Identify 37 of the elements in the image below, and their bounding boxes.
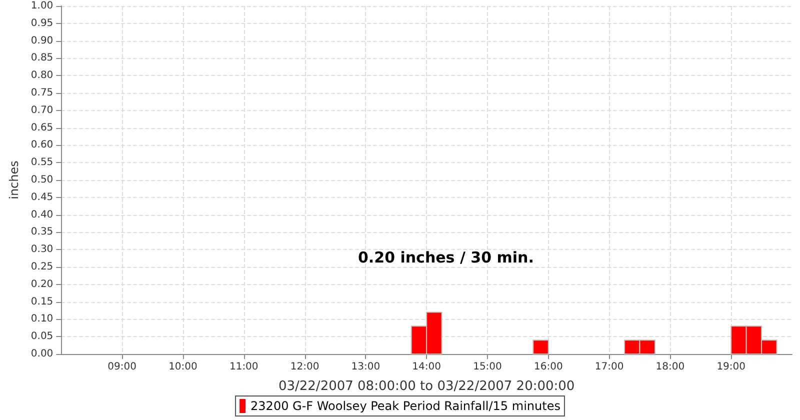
bar xyxy=(532,340,549,354)
y-tick-label: 0.15 xyxy=(30,296,54,308)
y-tick-label: 0.10 xyxy=(30,314,54,325)
y-tick-label: 0.65 xyxy=(30,122,54,134)
y-tick-label: 0.40 xyxy=(30,209,54,220)
y-tick-label: 0.80 xyxy=(30,70,54,82)
x-tick-label: 18:00 xyxy=(656,362,685,372)
y-tick-label: 0.70 xyxy=(30,104,54,116)
y-tick-label: 0.90 xyxy=(30,35,54,46)
y-tick-label: 0.45 xyxy=(30,192,54,203)
y-tick-label: 0.20 xyxy=(30,278,54,290)
x-tick-label: 12:00 xyxy=(290,362,320,372)
y-axis-title: inches xyxy=(7,160,21,200)
y-tick-label: 0.25 xyxy=(30,262,54,272)
y-tick-label: 0.55 xyxy=(30,157,54,168)
annotation: 0.20 inches / 30 min. xyxy=(358,248,534,266)
y-tick-label: 0.00 xyxy=(30,348,54,360)
x-tick-label: 14:00 xyxy=(412,362,441,372)
x-tick-label: 10:00 xyxy=(168,362,198,372)
x-tick-label: 16:00 xyxy=(534,362,563,372)
x-tick-label: 15:00 xyxy=(473,362,502,372)
y-tick-label: 0.85 xyxy=(30,52,54,64)
y-tick-label: 0.75 xyxy=(30,88,54,98)
y-tick-label: 0.35 xyxy=(30,226,54,238)
x-tick-label: 11:00 xyxy=(229,362,258,372)
y-tick-label: 0.50 xyxy=(30,174,54,186)
y-tick-label: 1.00 xyxy=(30,0,54,12)
legend-label: 23200 G-F Woolsey Peak Period Rainfall/15 minutes xyxy=(250,399,560,413)
x-tick-label: 09:00 xyxy=(108,362,136,372)
x-tick-label: 19:00 xyxy=(716,362,746,372)
y-tick-label: 0.30 xyxy=(30,244,54,256)
y-tick-label: 0.05 xyxy=(30,331,54,342)
y-tick-label: 0.60 xyxy=(30,140,54,151)
y-tick-label: 0.95 xyxy=(30,18,54,29)
x-tick-label: 13:00 xyxy=(351,362,380,372)
x-axis-title: 03/22/2007 08:00:00 to 03/22/2007 20:00:00 xyxy=(278,379,575,394)
x-tick-label: 17:00 xyxy=(594,362,624,372)
